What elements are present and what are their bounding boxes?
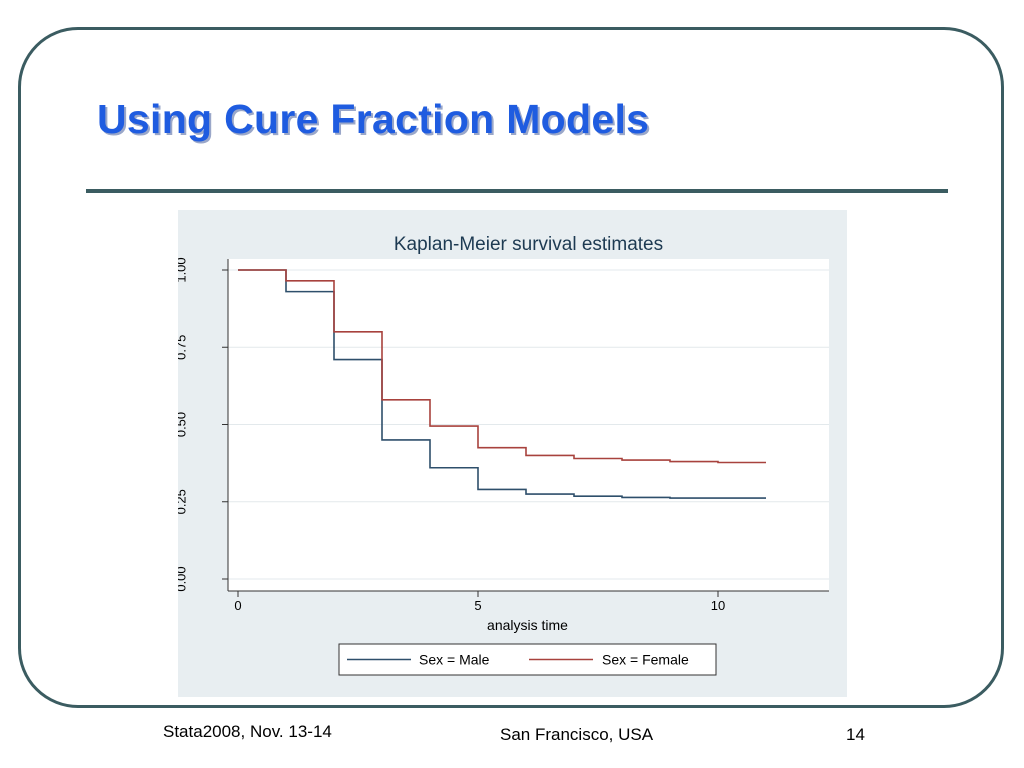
x-axis-title: analysis time bbox=[487, 617, 568, 633]
y-tick-label-3: 0.75 bbox=[178, 335, 189, 360]
y-tick-label-0: 0.00 bbox=[178, 566, 189, 591]
slide-title: Using Cure Fraction Models bbox=[97, 96, 650, 142]
footer-event: Stata2008, Nov. 13-14 bbox=[163, 722, 332, 741]
title-divider bbox=[86, 189, 948, 193]
y-tick-label-2: 0.50 bbox=[178, 412, 189, 437]
x-tick-label-1: 5 bbox=[474, 598, 481, 613]
series-line-female bbox=[238, 269, 766, 464]
footer-page-number: 14 bbox=[846, 725, 865, 744]
y-tick-label-1: 0.25 bbox=[178, 489, 189, 514]
footer-location: San Francisco, USA bbox=[500, 725, 654, 744]
legend-label-female: Sex = Female bbox=[602, 652, 689, 668]
legend-label-male: Sex = Male bbox=[419, 652, 490, 668]
x-tick-label-0: 0 bbox=[234, 598, 241, 613]
y-tick-label-4: 1.00 bbox=[178, 257, 189, 282]
chart-title: Kaplan-Meier survival estimates bbox=[394, 234, 663, 255]
x-tick-label-2: 10 bbox=[711, 598, 725, 613]
km-chart: 0.00 0.25 0.50 0.75 1.00 0 5 10 Kaplan-Meier sur… bbox=[178, 210, 847, 697]
slide-frame bbox=[18, 27, 1004, 708]
